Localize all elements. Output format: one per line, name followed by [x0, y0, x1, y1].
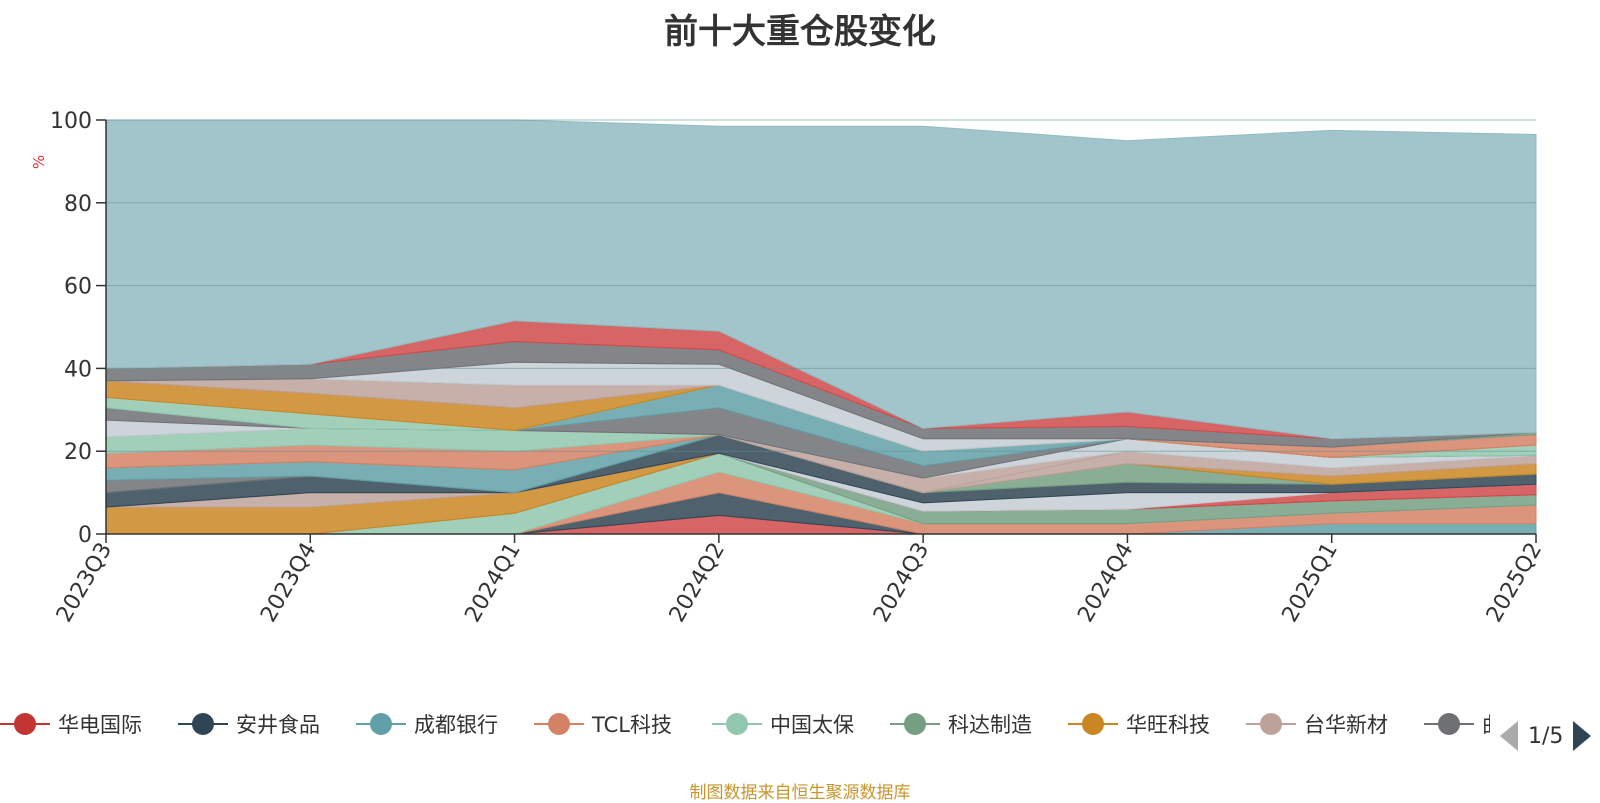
legend-label: 安井食品: [236, 713, 320, 737]
x-tick-label-0: 2023Q3: [52, 539, 117, 627]
legend-page-indicator: 1/5: [1528, 723, 1564, 749]
legend-label: 华旺科技: [1126, 713, 1210, 737]
legend-label: 科达制造: [948, 713, 1032, 737]
legend-marker-icon: [1424, 709, 1474, 739]
y-tick-label-0: 0: [78, 523, 92, 548]
legend-marker-icon: [0, 709, 50, 739]
legend-prev-icon[interactable]: [1500, 721, 1518, 751]
legend-label: 华电国际: [58, 713, 142, 737]
legend-marker-icon: [1246, 709, 1296, 739]
legend-label: 成都银行: [414, 713, 498, 737]
source-note: 制图数据来自恒生聚源数据库: [689, 783, 911, 803]
legend-marker-icon: [1068, 709, 1118, 739]
chart-area: 0 20 40 60 80 100 2023Q3 2023Q4 2024Q1 2024Q2 2024…: [30, 109, 1547, 627]
legend: 华电国际 安井食品 成都银行 TCL科技 中国太保 科达制造 华旺科技 台华新材 曲: [0, 706, 1490, 742]
x-tick-label-5: 2024Q4: [1073, 539, 1138, 627]
x-tick-label-7: 2025Q2: [1482, 539, 1547, 627]
y-tick-label-4: 80: [64, 192, 92, 217]
area-series-32[interactable]: [105, 119, 1537, 440]
legend-label: 中国太保: [770, 713, 854, 737]
legend-item-0[interactable]: 华电国际: [0, 706, 142, 742]
legend-label: 曲: [1482, 709, 1490, 739]
legend-item-6[interactable]: 华旺科技: [1068, 706, 1210, 742]
x-tick-label-3: 2024Q2: [665, 539, 730, 627]
x-tick-label-6: 2025Q1: [1278, 539, 1343, 627]
legend-item-1[interactable]: 安井食品: [178, 706, 320, 742]
x-tick-label-2: 2024Q1: [460, 539, 525, 627]
legend-pager: 1/5: [1500, 718, 1592, 754]
legend-item-2[interactable]: 成都银行: [356, 706, 498, 742]
area-layers: [105, 119, 1537, 535]
legend-label: TCL科技: [592, 713, 672, 737]
legend-item-8[interactable]: 曲: [1424, 706, 1490, 742]
y-axis-label: %: [30, 155, 48, 169]
legend-item-4[interactable]: 中国太保: [712, 706, 854, 742]
legend-marker-icon: [534, 709, 584, 739]
legend-marker-icon: [178, 709, 228, 739]
legend-item-7[interactable]: 台华新材: [1246, 706, 1388, 742]
y-tick-label-1: 20: [64, 440, 92, 465]
chart-title: 前十大重仓股变化: [664, 12, 936, 52]
x-tick-label-1: 2023Q4: [256, 539, 321, 627]
y-tick-label-3: 60: [64, 275, 92, 300]
legend-next-icon[interactable]: [1573, 721, 1592, 751]
legend-marker-icon: [890, 709, 940, 739]
legend-item-5[interactable]: 科达制造: [890, 706, 1032, 742]
y-tick-label-2: 40: [64, 357, 92, 382]
legend-marker-icon: [712, 709, 762, 739]
legend-marker-icon: [356, 709, 406, 739]
x-tick-label-4: 2024Q3: [869, 539, 934, 627]
legend-item-3[interactable]: TCL科技: [534, 706, 672, 742]
y-tick-label-5: 100: [50, 109, 92, 134]
grid-lines: [106, 119, 1536, 452]
legend-label: 台华新材: [1304, 713, 1388, 737]
